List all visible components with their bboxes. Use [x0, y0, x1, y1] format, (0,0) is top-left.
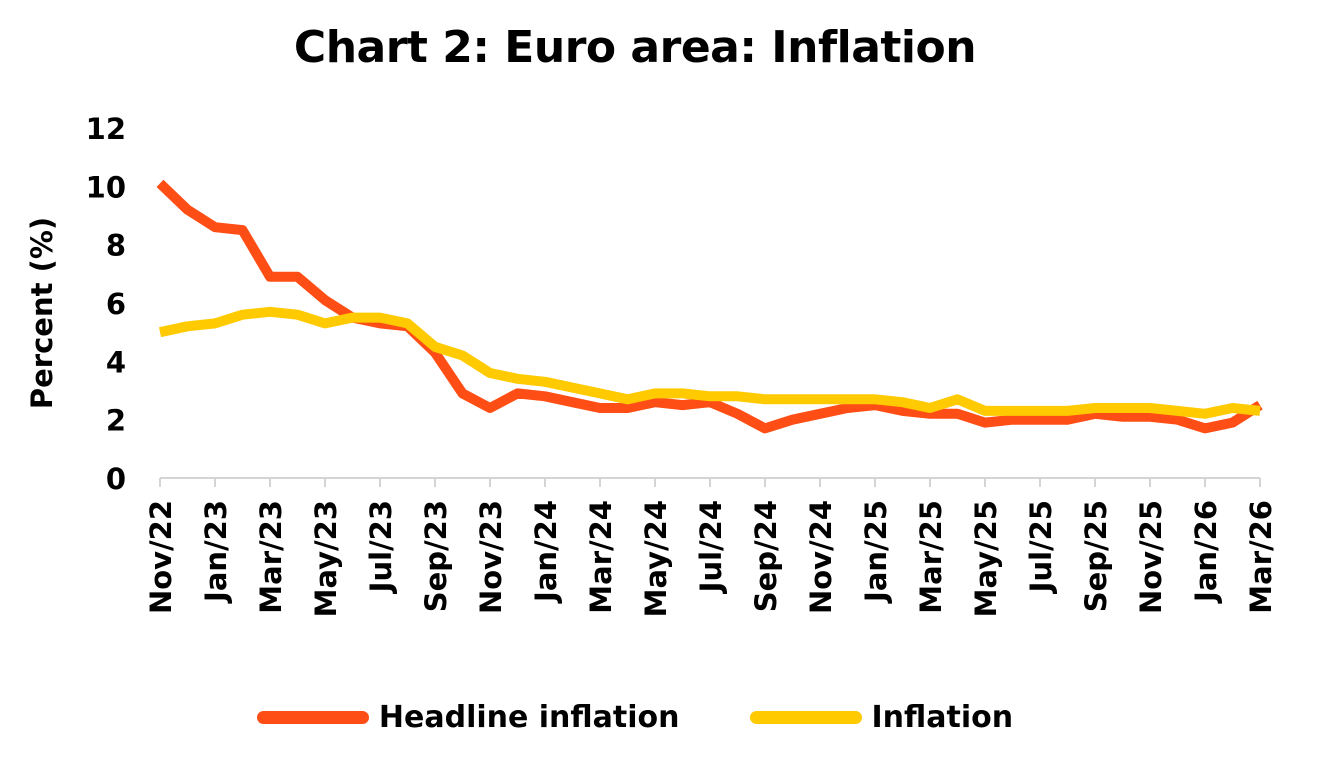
- x-tick-label: Nov/25: [1134, 500, 1168, 614]
- legend: Headline inflation Inflation: [0, 700, 1270, 735]
- legend-item-inflation: Inflation: [749, 700, 1014, 735]
- x-axis-ticks: Nov/22 Jan/23 Mar/23 May/23 Jul/23 Sep/23 Nov/…: [144, 478, 1278, 617]
- x-tick-label: Nov/24: [804, 500, 838, 614]
- x-tick-label: Jan/26: [1189, 500, 1223, 604]
- x-tick-label: Jul/24: [694, 500, 728, 594]
- y-tick-label: 10: [86, 170, 126, 204]
- series-lines: [156, 179, 1263, 434]
- y-tick-label: 8: [106, 229, 126, 263]
- x-tick-label: May/23: [309, 500, 343, 617]
- y-axis-ticks: 0 2 4 6 8 10 12: [86, 112, 126, 496]
- x-tick-label: Nov/22: [144, 500, 178, 614]
- legend-label-inflation: Inflation: [871, 700, 1014, 735]
- y-axis-title: Percent (%): [25, 217, 59, 409]
- x-tick-label: May/24: [639, 500, 673, 617]
- chart-title: Chart 2: Euro area: Inflation: [293, 22, 977, 73]
- x-tick-label: Sep/23: [419, 500, 453, 612]
- x-tick-label: Sep/25: [1079, 500, 1113, 612]
- x-tick-label: May/25: [969, 500, 1003, 617]
- legend-swatch-headline-inflation: [256, 711, 369, 724]
- y-axis-title-group: Percent (%): [25, 217, 59, 409]
- y-tick-label: 0: [106, 462, 126, 496]
- x-tick-label: Mar/26: [1244, 500, 1278, 614]
- x-tick-label: Jan/25: [859, 500, 893, 604]
- x-tick-label: Jul/25: [1024, 500, 1058, 594]
- x-tick-label: Jan/23: [199, 500, 233, 604]
- legend-item-headline-inflation: Headline inflation: [256, 700, 680, 735]
- y-tick-label: 2: [106, 404, 126, 438]
- x-tick-label: Mar/25: [914, 500, 948, 614]
- x-tick-label: Nov/23: [474, 500, 508, 614]
- x-tick-label: Jan/24: [529, 500, 563, 604]
- x-tick-label: Mar/24: [584, 500, 618, 614]
- x-tick-label: Sep/24: [749, 500, 783, 612]
- y-tick-label: 12: [86, 112, 126, 146]
- line-chart: Percent (%) 0 2 4 6 8 10 12 Nov/22 Jan/23 Mar/23…: [25, 112, 1278, 617]
- x-tick-label: Jul/23: [364, 500, 398, 594]
- y-tick-label: 6: [106, 287, 126, 321]
- series-line-inflation: [158, 306, 1261, 419]
- y-tick-label: 4: [106, 345, 126, 379]
- legend-label-headline-inflation: Headline inflation: [378, 700, 680, 735]
- x-tick-label: Mar/23: [254, 500, 288, 614]
- legend-swatch-inflation: [749, 711, 862, 724]
